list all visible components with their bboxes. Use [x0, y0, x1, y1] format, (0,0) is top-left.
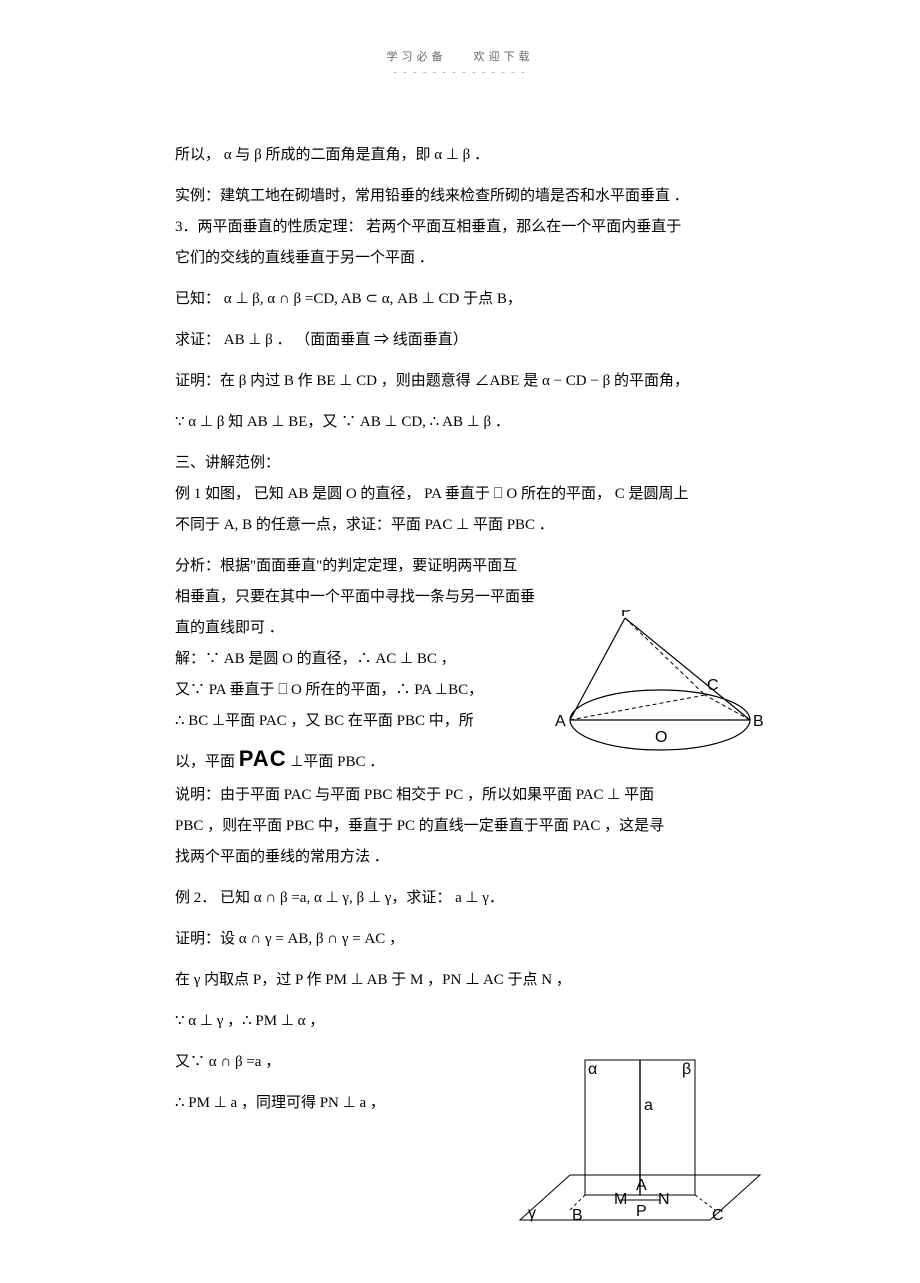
label-M: M [614, 1191, 627, 1208]
text-line: 实例：建筑工地在砌墙时，常用铅垂的线来检查所砌的墙是否和水平面垂直 ． [175, 183, 745, 210]
text-line: 又∵ PA 垂直于 ⎕ O 所在的平面，∴ PA ⊥BC， [175, 677, 535, 704]
text-line: 找两个平面的垂线的常用方法 ． [175, 844, 745, 871]
text-line: 直的直线即可 ． [175, 615, 535, 642]
text-line: 求证： AB ⊥ β ． （面面垂直 ⇒ 线面垂直） [175, 327, 745, 354]
label-C: C [712, 1207, 724, 1224]
text-line: 所以， α 与 β 所成的二面角是直角，即 α ⊥ β ． [175, 142, 745, 169]
label-beta: β [682, 1061, 691, 1078]
page-header: 学习必备 欢迎下载 - - - - - - - - - - - - - - [0, 0, 920, 82]
label-N: N [658, 1191, 670, 1208]
text-line: 例 1 如图， 已知 AB 是圆 O 的直径， PA 垂直于 ⎕ O 所在的平面… [175, 481, 745, 508]
text-line: 分析：根据"面面垂直"的判定定理，要证明两平面互 [175, 553, 535, 580]
text-line: 证明：设 α ∩ γ = AB, β ∩ γ = AC ， [175, 926, 745, 953]
document-body: 所以， α 与 β 所成的二面角是直角，即 α ⊥ β ． 实例：建筑工地在砌墙… [0, 82, 920, 1118]
emphasis-text: PAC [239, 746, 287, 771]
text-line: 说明：由于平面 PAC 与平面 PBC 相交于 PC ，所以如果平面 PAC ⊥… [175, 782, 745, 809]
label-a-line: a [644, 1097, 653, 1114]
text-line: 3．两平面垂直的性质定理： 若两个平面互相垂直，那么在一个平面内垂直于 [175, 214, 745, 241]
text-line: 解：∵ AB 是圆 O 的直径，∴ AC ⊥ BC ， [175, 646, 535, 673]
label-A: A [636, 1177, 647, 1194]
text-line: ∴ BC ⊥平面 PAC ，又 BC 在平面 PBC 中，所 [175, 708, 535, 735]
text-line: 已知： α ⊥ β, α ∩ β =CD, AB ⊂ α, AB ⊥ CD 于点… [175, 286, 745, 313]
label-a: A [555, 713, 566, 730]
label-o: O [655, 729, 667, 746]
text-span: 以，平面 [175, 754, 239, 770]
text-span: ⊥平面 PBC ． [287, 754, 385, 770]
text-line: ∵ α ⊥ γ ，∴ PM ⊥ α ， [175, 1008, 745, 1035]
text-line: 它们的交线的直线垂直于另一个平面 ． [175, 245, 745, 272]
label-P: P [636, 1203, 647, 1220]
label-c: C [707, 677, 719, 694]
header-right: 欢迎下载 [474, 51, 534, 63]
header-left: 学习必备 [387, 51, 447, 63]
text-line: PBC ，则在平面 PBC 中，垂直于 PC 的直线一定垂直于平面 PAC ，这… [175, 813, 745, 840]
label-gamma: γ [528, 1205, 536, 1222]
header-dashes: - - - - - - - - - - - - - - [0, 64, 920, 82]
text-line: 在 γ 内取点 P，过 P 作 PM ⊥ AB 于 M ，PN ⊥ AC 于点 … [175, 967, 745, 994]
section-title: 三、讲解范例： [175, 450, 745, 477]
text-line: 证明：在 β 内过 B 作 BE ⊥ CD ，则由题意得 ∠ABE 是 α − … [175, 368, 745, 395]
text-line: 以，平面 PAC ⊥平面 PBC ． [175, 739, 535, 779]
figure-cone: P A B C O [555, 610, 765, 780]
label-alpha: α [588, 1061, 597, 1078]
text-line: 不同于 A, B 的任意一点，求证：平面 PAC ⊥ 平面 PBC ． [175, 512, 745, 539]
text-line: ∵ α ⊥ β 知 AB ⊥ BE，又 ∵ AB ⊥ CD, ∴ AB ⊥ β … [175, 409, 745, 436]
label-p: P [621, 610, 632, 620]
label-B: B [572, 1207, 583, 1224]
text-line: 相垂直，只要在其中一个平面中寻找一条与另一平面垂 [175, 584, 535, 611]
text-line: 例 2． 已知 α ∩ β =a, α ⊥ γ, β ⊥ γ，求证： a ⊥ γ… [175, 885, 745, 912]
label-b: B [753, 713, 764, 730]
figure-planes: α β γ a A M N P B C [510, 1040, 770, 1250]
